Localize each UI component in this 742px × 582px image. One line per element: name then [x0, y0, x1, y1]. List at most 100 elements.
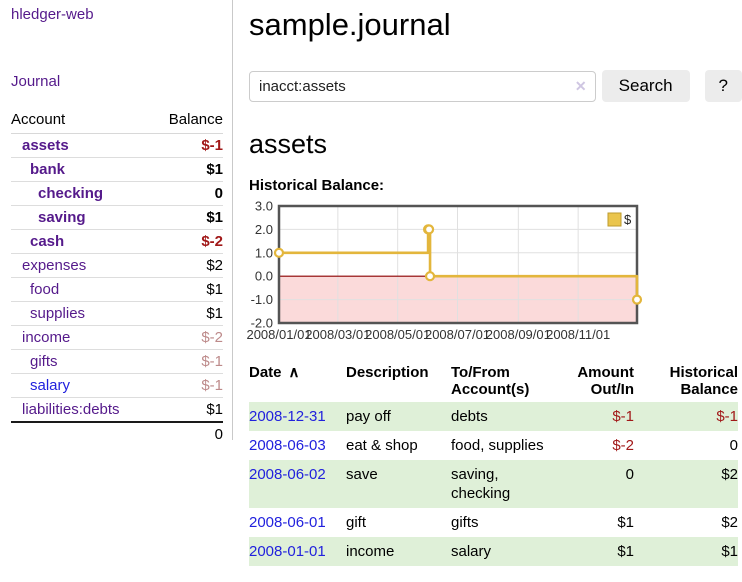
transaction-accounts: debts	[451, 408, 488, 425]
transaction-date-link[interactable]: 2008-01-01	[249, 543, 326, 560]
account-name-cell: liabilities:debts	[11, 397, 153, 423]
account-heading: assets	[249, 129, 328, 159]
y-axis-label: 0.0	[255, 269, 273, 284]
account-balance: $1	[152, 397, 223, 423]
account-name-cell: expenses	[11, 253, 153, 278]
account-row: liabilities:debts $1	[11, 397, 223, 423]
y-axis-label: -2.0	[251, 316, 273, 331]
account-link-checking[interactable]: checking	[38, 185, 104, 202]
transaction-description: pay off	[346, 408, 391, 425]
transaction-date-link[interactable]: 2008-06-01	[249, 514, 326, 531]
account-balance: 0	[152, 181, 223, 206]
transaction-balance: $2	[721, 514, 738, 531]
account-row: gifts $-1	[11, 349, 223, 374]
transaction-amount: $1	[617, 514, 634, 531]
account-link-salary[interactable]: salary	[30, 377, 71, 394]
account-link-cash[interactable]: cash	[30, 233, 65, 250]
account-balance: $1	[152, 157, 223, 182]
transaction-description: income	[346, 543, 395, 560]
register-header-date[interactable]: Date ∧	[249, 364, 300, 381]
transaction-date-link[interactable]: 2008-12-31	[249, 408, 326, 425]
transaction-description: eat & shop	[346, 437, 418, 454]
register-table-body: 2008-12-31 pay off debts $-1 $-1 2008-06-03 ea…	[249, 402, 738, 566]
transaction-date-cell: 2008-06-03	[249, 431, 346, 460]
app-title: hledger-web	[11, 6, 223, 23]
transaction-balance: $1	[721, 543, 738, 560]
account-balance: $1	[152, 277, 223, 302]
account-name-cell: cash	[11, 229, 153, 254]
transaction-amount: 0	[625, 466, 634, 483]
account-link-food[interactable]: food	[30, 281, 60, 298]
transaction-date-link[interactable]: 2008-06-03	[249, 437, 326, 454]
account-link-expenses[interactable]: expenses	[22, 257, 87, 274]
accounts-header-row: Account Balance	[11, 109, 223, 134]
transaction-row: 2008-06-03 eat & shop food, supplies $-2 0	[249, 431, 738, 460]
transaction-balance: $2	[721, 466, 738, 483]
account-row: food $1	[11, 277, 223, 302]
app-title-link[interactable]: hledger-web	[11, 6, 94, 23]
transaction-date-link[interactable]: 2008-06-02	[249, 466, 326, 483]
register-header-historical: Historical Balance	[669, 364, 738, 398]
data-point-marker	[273, 247, 285, 258]
account-row: expenses $2	[11, 253, 223, 278]
transaction-accounts: salary	[451, 543, 492, 560]
account-row: salary $-1	[11, 373, 223, 398]
transaction-description: save	[346, 466, 378, 483]
legend-swatch	[607, 212, 622, 227]
search-input[interactable]	[249, 70, 596, 102]
account-row: income $-2	[11, 325, 223, 350]
transaction-amount: $-1	[612, 408, 634, 425]
data-point-marker	[423, 224, 435, 235]
account-link-liabilities-debts[interactable]: liabilities:debts	[22, 401, 120, 418]
account-name-cell: checking	[11, 181, 153, 206]
main-content: sample.journal ✕ Search ? assets Histori…	[233, 0, 742, 566]
x-axis-label: 2008/05/01	[365, 327, 430, 342]
transaction-amount: $1	[617, 543, 634, 560]
account-balance: $1	[152, 301, 223, 326]
x-axis-label: 2008/01/01	[246, 327, 311, 342]
transaction-description: gift	[346, 514, 367, 531]
account-link-supplies[interactable]: supplies	[30, 305, 86, 322]
transaction-date-cell: 2008-06-02	[249, 460, 346, 508]
transaction-balance: $-1	[716, 408, 738, 425]
historical-balance-chart-svg: 2008/01/012008/03/012008/05/012008/07/01…	[246, 199, 643, 342]
account-link-saving[interactable]: saving	[38, 209, 86, 226]
account-row: supplies $1	[11, 301, 223, 326]
account-link-gifts[interactable]: gifts	[30, 353, 58, 370]
x-axis-label: 2008/03/01	[305, 327, 370, 342]
accounts-table: Account Balance assets $-1 bank $1 checking 0…	[11, 109, 223, 447]
transaction-row: 2008-06-02 save saving, checking 0 $2	[249, 460, 738, 508]
nav-journal: Journal	[11, 73, 223, 90]
account-row: bank $1	[11, 157, 223, 182]
x-axis-label: 2008/07/01	[425, 327, 490, 342]
y-axis-label: -1.0	[251, 292, 273, 307]
transaction-balance: 0	[729, 437, 738, 454]
account-name-cell: assets	[11, 133, 153, 158]
transaction-date-cell: 2008-12-31	[249, 402, 346, 431]
transaction-row: 2008-12-31 pay off debts $-1 $-1	[249, 402, 738, 431]
search-form: ✕ Search ?	[249, 70, 742, 102]
accounts-header-balance: Balance	[152, 109, 223, 134]
y-axis-label: 2.0	[255, 222, 273, 237]
account-link-bank[interactable]: bank	[30, 161, 66, 178]
account-balance: $-1	[152, 133, 223, 158]
y-axis-label: 1.0	[255, 245, 273, 260]
account-name-cell: bank	[11, 157, 153, 182]
hledger-web-page: hledger-web Journal Account Balance asse…	[11, 0, 742, 566]
account-balance: $-2	[152, 325, 223, 350]
nav-journal-link[interactable]: Journal	[11, 73, 61, 90]
account-name-cell: salary	[11, 373, 153, 398]
help-button[interactable]: ?	[704, 70, 742, 102]
account-row: cash $-2	[11, 229, 223, 254]
search-input-wrap: ✕	[249, 70, 596, 102]
transaction-accounts: food, supplies	[451, 437, 544, 454]
account-link-assets[interactable]: assets	[22, 137, 69, 154]
account-name-cell: food	[11, 277, 153, 302]
account-row: checking 0	[11, 181, 223, 206]
search-button[interactable]: Search	[601, 70, 690, 102]
register-header-to-from: To/From Account(s)	[451, 364, 530, 398]
register-header-row: Date ∧ Description To/From Account(s) Amount O…	[249, 362, 738, 402]
clear-search-icon[interactable]: ✕	[574, 77, 587, 94]
account-link-income[interactable]: income	[22, 329, 71, 346]
register-header-description: Description	[346, 364, 429, 381]
